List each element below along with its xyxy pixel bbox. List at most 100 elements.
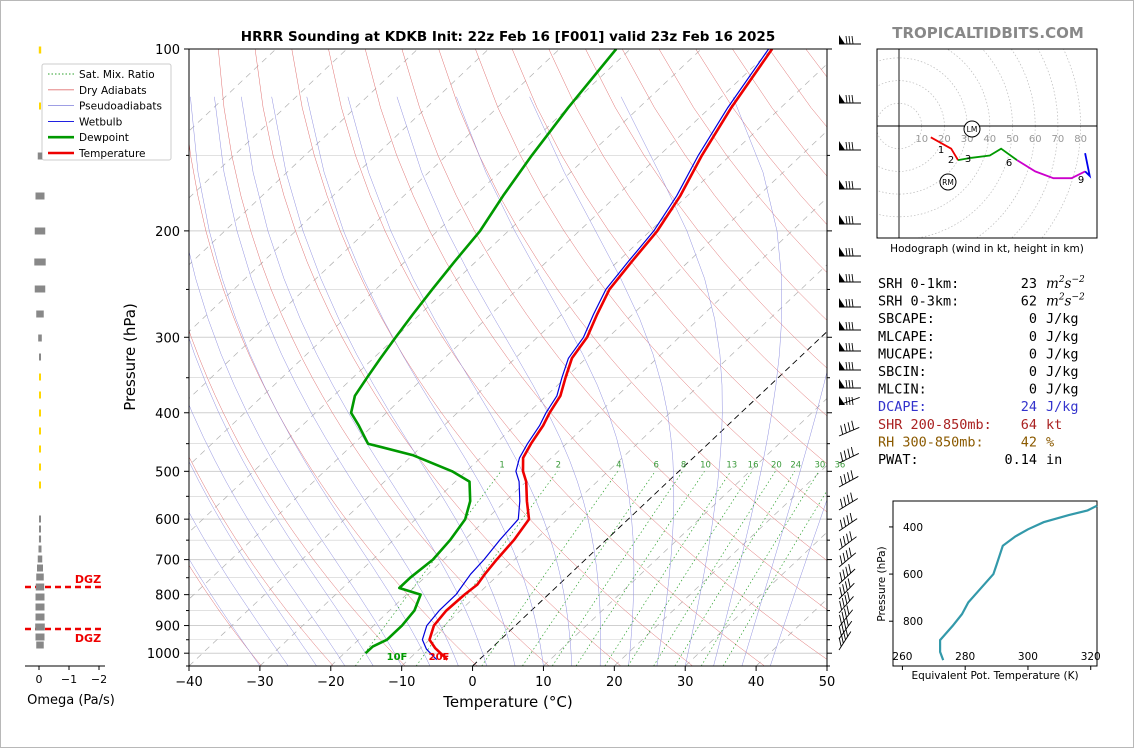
omega-bar [39, 353, 41, 361]
wind-barb [838, 396, 860, 406]
index-label: PWAT: [878, 452, 919, 468]
wind-barb [838, 492, 858, 511]
wind-barb [839, 141, 861, 151]
isotherm-line [259, 130, 827, 666]
index-value: 23 [1021, 276, 1037, 292]
index-label: DCAPE: [878, 399, 927, 415]
isotherm-line [189, 49, 489, 333]
moist-adiabat [189, 511, 289, 666]
index-value: 0 [1029, 329, 1037, 345]
omega-bar [39, 409, 41, 417]
moist-adiabat [396, 96, 601, 666]
x-tick-label: −20 [317, 675, 344, 690]
y-tick-label: 200 [155, 225, 180, 240]
wind-barb [839, 94, 861, 104]
mixing-ratio-line [552, 471, 683, 666]
legend-label: Sat. Mix. Ratio [79, 69, 155, 81]
hodograph-caption: Hodograph (wind in kt, height in km) [890, 243, 1084, 255]
hodograph-height-label: 2 [948, 155, 954, 166]
hodograph-ring-label: 30 [961, 134, 974, 145]
x-tick-label: 0 [468, 675, 476, 690]
theta-e-profile [939, 504, 1098, 661]
mixing-ratio-line [522, 471, 656, 666]
legend-box [41, 63, 172, 161]
index-unit: J/kg [1046, 382, 1079, 398]
wind-barb [839, 273, 861, 283]
dry-adiabat [953, 49, 1133, 666]
chart-title: HRRR Sounding at KDKB Init: 22z Feb 16 [… [241, 29, 775, 45]
dry-adiabat [254, 49, 622, 666]
mixing-ratio-label: 6 [653, 460, 658, 470]
x-tick-label: −30 [246, 675, 273, 690]
omega-bar [34, 258, 46, 266]
y-tick-label: 300 [155, 331, 180, 346]
index-label: SBCAPE: [878, 311, 935, 327]
y-tick-label: 900 [155, 620, 180, 635]
index-label: SRH 0-3km: [878, 294, 959, 310]
moist-adiabat [189, 461, 317, 666]
moist-adiabat [741, 370, 827, 666]
wind-barb [839, 342, 861, 352]
theta-x-tick-label: 300 [1018, 651, 1038, 663]
legend-label: Dry Adiabats [79, 85, 147, 97]
theta-y-tick-label: 600 [903, 569, 923, 581]
x-tick-label: −10 [388, 675, 415, 690]
isotherm-line [189, 49, 418, 266]
omega-bar [36, 573, 44, 581]
profile-temperature [428, 49, 774, 661]
storm-motion-marker [939, 173, 957, 191]
x-tick-label: 50 [819, 675, 836, 690]
omega-bar [37, 555, 43, 563]
wind-barb [838, 578, 855, 600]
wind-barb [839, 35, 861, 45]
dry-adiabat [585, 49, 827, 369]
dry-adiabat [189, 564, 262, 666]
wind-barb [838, 420, 860, 437]
omega-bar [34, 227, 46, 235]
moist-adiabat [214, 96, 459, 666]
theta-x-tick-label: 320 [1081, 651, 1101, 663]
mixing-ratio-label: 16 [748, 460, 759, 470]
y-tick-label: 400 [155, 407, 180, 422]
omega-bar [39, 525, 41, 533]
omega-bar [39, 445, 41, 453]
profile-dewpoint [349, 49, 618, 655]
moist-adiabat [241, 96, 487, 666]
legend: Sat. Mix. Ratio Dry Adiabats Pseudoadiabat… [41, 63, 172, 161]
index-label: MUCAPE: [878, 346, 935, 362]
omega-bar [37, 152, 43, 160]
index-label: SHR 200-850mb: [878, 417, 992, 433]
surface-dewpoint-label: 10F [387, 652, 408, 663]
index-unit: J/kg [1046, 364, 1079, 380]
omega-bar [39, 481, 41, 489]
mixing-ratio-label: 10 [700, 460, 711, 470]
hodograph-trace [957, 147, 1018, 161]
moist-adiabat [190, 96, 431, 666]
mixing-ratio-line [604, 471, 732, 666]
wind-barb [839, 321, 861, 331]
storm-motion-label: RM [942, 178, 954, 187]
omega-bar [38, 535, 42, 543]
hodograph-ring-label: 40 [983, 134, 996, 145]
index-unit: m2s−2 [1046, 293, 1085, 310]
theta-e-xlabel: Equivalent Pot. Temperature (K) [911, 670, 1078, 682]
omega-bar [39, 427, 41, 435]
mixing-ratio-label: 2 [556, 460, 561, 470]
x-tick-label: 30 [677, 675, 694, 690]
theta-x-tick-label: 280 [955, 651, 975, 663]
hodograph-ring-label: 50 [1006, 134, 1019, 145]
wind-barb [839, 379, 861, 389]
dry-adiabat [218, 49, 550, 666]
mixing-ratio-label: 4 [616, 460, 621, 470]
wind-barb [839, 180, 861, 190]
index-label: SRH 0-1km: [878, 276, 959, 292]
omega-bar [39, 102, 41, 110]
mixing-ratio-line [415, 471, 558, 666]
isotherm-line [543, 398, 827, 666]
isotherm-line [189, 49, 631, 466]
hodograph-height-label: 6 [1006, 158, 1012, 169]
omega-bar [38, 334, 42, 342]
x-tick-label: 10 [535, 675, 552, 690]
